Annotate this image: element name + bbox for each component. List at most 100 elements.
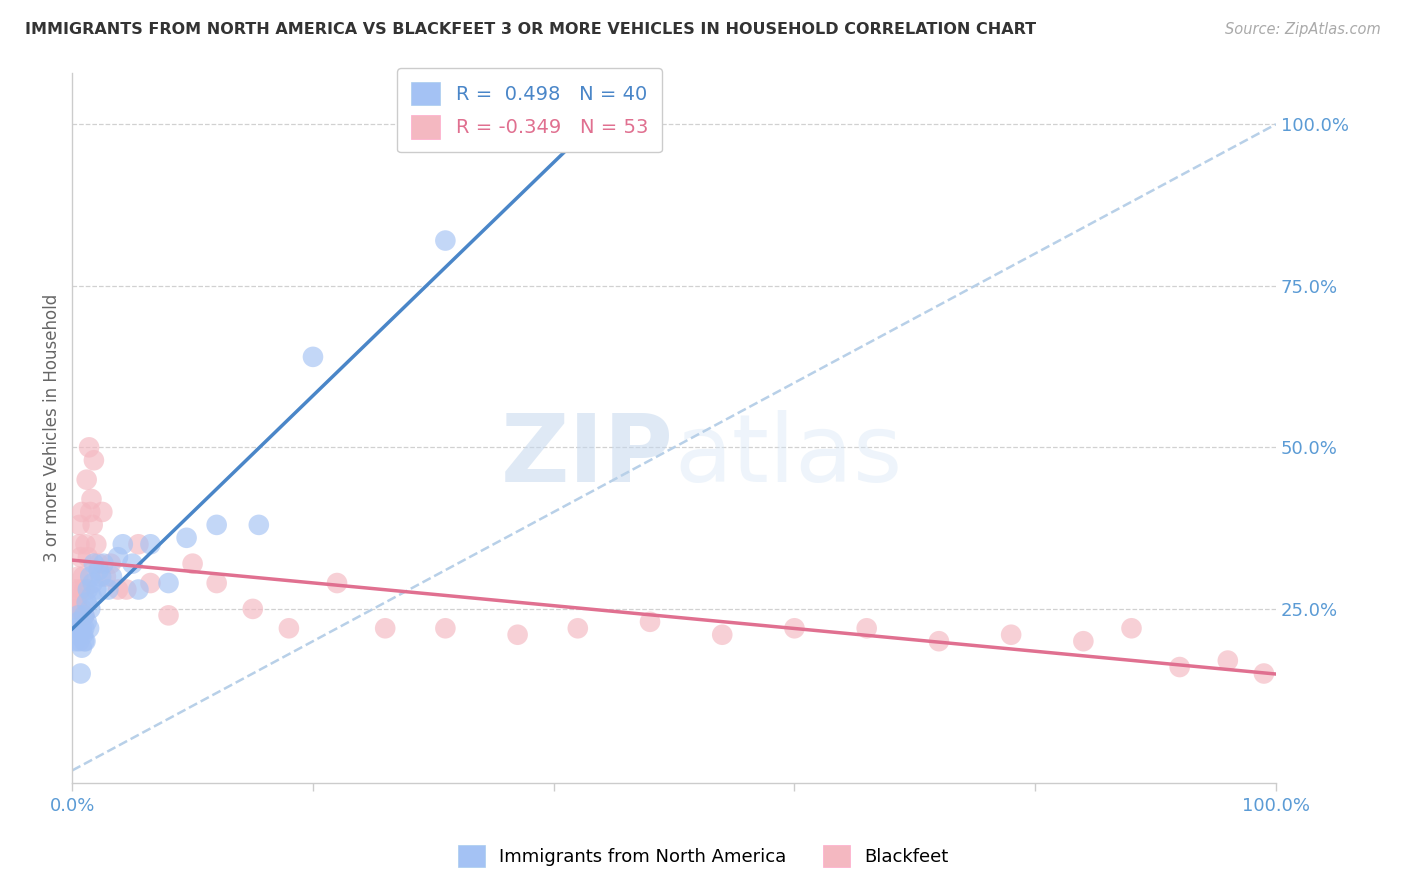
Point [101,569,124,583]
Point [247,517,270,532]
Text: atlas: atlas [673,410,903,502]
Point [69,537,91,551]
Point [77,440,100,454]
Point [107,582,129,597]
Y-axis label: 3 or more Vehicles in Household: 3 or more Vehicles in Household [44,293,60,562]
Point [67,569,90,583]
Point [1253,666,1275,681]
Point [73,608,96,623]
Point [374,621,396,635]
Point [69,517,91,532]
Point [111,537,134,551]
Point [82,576,104,591]
Point [70,640,93,655]
Point [75,537,97,551]
Point [65,582,87,597]
Point [80,589,103,603]
Point [181,557,204,571]
Point [93,557,115,571]
Point [127,537,149,551]
Point [434,621,457,635]
Point [139,537,162,551]
Legend: R =  0.498   N = 40, R = -0.349   N = 53: R = 0.498 N = 40, R = -0.349 N = 53 [398,68,662,153]
Point [79,569,101,583]
Point [84,582,107,597]
Point [73,621,96,635]
Point [76,473,98,487]
Point [1073,634,1095,648]
Point [67,608,90,623]
Point [302,350,325,364]
Point [79,602,101,616]
Text: ZIP: ZIP [501,410,673,502]
Point [72,569,94,583]
Point [87,563,110,577]
Point [121,557,143,571]
Point [73,582,96,597]
Point [70,621,93,635]
Point [115,582,138,597]
Point [1000,628,1022,642]
Point [1121,621,1143,635]
Point [127,582,149,597]
Point [66,595,89,609]
Point [70,505,93,519]
Point [82,517,104,532]
Point [62,602,84,616]
Point [77,550,100,565]
Point [76,595,98,609]
Point [63,621,86,635]
Point [79,505,101,519]
Point [84,537,107,551]
Point [63,589,86,603]
Point [75,634,97,648]
Point [80,491,103,506]
Point [69,666,91,681]
Point [83,453,105,467]
Point [90,569,112,583]
Point [783,621,806,635]
Point [638,615,661,629]
Point [567,621,589,635]
Point [97,582,120,597]
Point [70,602,93,616]
Point [277,621,299,635]
Point [205,576,228,591]
Point [1216,654,1239,668]
Point [205,517,228,532]
Point [855,621,877,635]
Point [69,550,91,565]
Point [72,628,94,642]
Point [76,615,98,629]
Point [73,634,96,648]
Point [67,615,90,629]
Point [326,576,349,591]
Point [87,557,110,571]
Text: Source: ZipAtlas.com: Source: ZipAtlas.com [1225,22,1381,37]
Point [107,550,129,565]
Point [711,628,734,642]
Point [242,602,264,616]
Text: IMMIGRANTS FROM NORTH AMERICA VS BLACKFEET 3 OR MORE VEHICLES IN HOUSEHOLD CORRE: IMMIGRANTS FROM NORTH AMERICA VS BLACKFE… [25,22,1036,37]
Point [69,634,91,648]
Point [176,531,198,545]
Point [66,628,89,642]
Point [434,234,457,248]
Point [69,582,91,597]
Point [77,621,100,635]
Point [157,576,180,591]
Point [94,569,117,583]
Legend: Immigrants from North America, Blackfeet: Immigrants from North America, Blackfeet [450,838,956,874]
Point [65,634,87,648]
Point [506,628,529,642]
Point [67,602,90,616]
Point [77,582,100,597]
Point [928,634,950,648]
Point [83,557,105,571]
Point [100,557,122,571]
Point [91,505,114,519]
Point [139,576,162,591]
Point [157,608,180,623]
Point [73,608,96,623]
Point [1168,660,1191,674]
